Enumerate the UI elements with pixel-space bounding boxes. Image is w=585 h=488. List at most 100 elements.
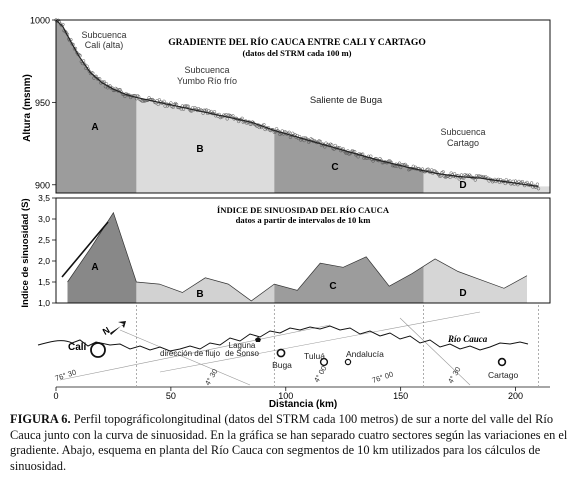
river-cauca	[37, 325, 529, 352]
profile-sample-point	[123, 94, 127, 99]
map-x-tick-label: 200	[508, 391, 523, 401]
gradient-y-label: Altura (msnm)	[22, 74, 33, 142]
gradient-sector-letter-a: A	[91, 122, 98, 133]
sinuosity-panel: 3,5 3,0 2,5 2,0 1,5 1,0 ÍNDICE DE SINUOSIDAD …	[20, 193, 551, 308]
profile-sample-point	[263, 127, 267, 132]
sinuosity-subtitle: datos a partir de intervalos de 10 km	[236, 215, 372, 225]
sinuosity-y-tick-label: 2,0	[38, 256, 50, 266]
profile-sample-point	[333, 143, 337, 148]
sinuosity-sector-a	[67, 212, 137, 303]
place-tulua: Tuluá	[304, 351, 325, 361]
place-cali: Cali	[68, 342, 87, 353]
profile-sample-point	[231, 114, 235, 118]
region-label-4a: Subcuenca	[440, 127, 485, 137]
gradient-sector-letter-b: B	[196, 144, 203, 155]
buga-marker	[276, 348, 286, 358]
sinuosity-sector-d	[423, 258, 527, 303]
coord-3: 4° 00	[312, 364, 329, 384]
sinuosity-sector-letter-d: D	[459, 288, 466, 299]
profile-sample-point	[95, 77, 100, 81]
sinuosity-sector-letter-a: A	[91, 262, 98, 273]
region-label-2b: Yumbo Río frío	[177, 76, 237, 86]
profile-sample-point	[93, 74, 97, 79]
profile-sample-point	[318, 139, 322, 144]
profile-sample-point	[185, 104, 189, 108]
map-x-tick-label: 100	[278, 391, 293, 401]
sinuosity-y-tick-label: 3,5	[38, 193, 50, 203]
place-laguna-2: de Sonso	[225, 349, 259, 358]
gradient-panel-frame	[55, 19, 551, 194]
sinuosity-title: ÍNDICE DE SINUOSIDAD DEL RÍO CAUCA	[217, 205, 390, 215]
flow-direction-label: dirección de flujo	[160, 349, 221, 358]
map-x-tick-label: 150	[393, 391, 408, 401]
profile-white-fill	[56, 20, 550, 187]
sinuosity-sector-letter-b: B	[196, 289, 203, 300]
trend-arrow-a	[61, 221, 109, 278]
coord-2: 4° 30	[203, 367, 220, 387]
map-grid-3	[119, 329, 251, 386]
profile-sample-point	[356, 155, 360, 159]
map-x-label: Distancia (km)	[269, 399, 337, 410]
profile-sample-point	[535, 182, 540, 186]
profile-sample-point	[452, 172, 457, 176]
profile-sample-point	[473, 178, 477, 182]
coord-1: 76° 30	[54, 368, 77, 383]
profile-sample-point	[448, 175, 452, 180]
gradient-y-tick-label: 950	[35, 98, 50, 108]
coord-4: 76° 00	[371, 370, 394, 385]
caption-lead: FIGURA 6.	[10, 412, 71, 426]
north-arrow-icon	[110, 321, 126, 335]
gradient-title: GRADIENTE DEL RÍO CAUCA ENTRE CALI Y CAR…	[168, 36, 426, 48]
north-label: N	[101, 325, 112, 337]
map-x-tick-label: 0	[53, 391, 58, 401]
sinuosity-y-tick-label: 1,5	[38, 277, 50, 287]
map-x-tick-label: 50	[166, 391, 176, 401]
plan-view-panel: 0 50 100 150 200 Distancia (km) Río Cauca Ca…	[37, 311, 550, 410]
river-label: Río Cauca	[447, 334, 488, 344]
profile-sample-point	[426, 167, 430, 171]
profile-line	[55, 19, 539, 187]
profile-sample-point	[140, 99, 144, 103]
map-grid-2	[159, 311, 481, 373]
profile-sample-point	[186, 104, 190, 108]
map-grid-4	[399, 317, 471, 386]
cali-marker	[90, 342, 106, 358]
profile-sample-point	[102, 80, 106, 84]
sinuosity-y-tick-label: 2,5	[38, 235, 50, 245]
gradient-panel: 1000 950 900 GRADIENTE DEL RÍO CAUCA ENTRE…	[22, 16, 551, 194]
gradient-y-tick-label: 1000	[30, 16, 50, 26]
profile-sample-point	[441, 170, 445, 174]
gradient-sector-letter-d: D	[459, 180, 466, 191]
profile-sample-point	[262, 122, 266, 127]
profile-sample-point	[397, 161, 402, 165]
sinuosity-y-tick-label: 3,0	[38, 214, 50, 224]
place-andalucia: Andalucía	[346, 349, 384, 359]
gradient-y-tick-label: 900	[35, 180, 50, 190]
region-label-4b: Cartago	[447, 138, 479, 148]
profile-sample-point	[287, 130, 291, 134]
profile-sample-point	[248, 122, 252, 126]
andalucia-marker	[344, 358, 352, 366]
profile-sample-point	[212, 110, 217, 114]
place-laguna-1: Laguna	[229, 341, 256, 350]
sinuosity-sector-b	[136, 277, 275, 303]
sinuosity-y-tick-label: 1,0	[38, 298, 50, 308]
profile-sample-point	[162, 99, 166, 103]
figure-caption: FIGURA 6. Perfil topográficolongitudinal…	[10, 412, 576, 474]
laguna-marker	[255, 337, 261, 342]
profile-sample-point	[83, 62, 87, 66]
profile-sample-point	[237, 119, 241, 124]
gradient-subtitle: (datos del STRM cada 100 m)	[242, 48, 351, 58]
region-label-2a: Subcuenca	[184, 65, 229, 75]
sinuosity-panel-frame	[55, 197, 551, 304]
sinuosity-sector-c	[274, 256, 424, 303]
sinuosity-sector-letter-c: C	[329, 281, 336, 292]
profile-sample-point	[147, 96, 151, 100]
profile-sample-point	[224, 112, 228, 117]
region-label-1b: Cali (alta)	[85, 40, 124, 50]
profile-sample-point	[467, 173, 472, 177]
place-buga: Buga	[272, 360, 292, 370]
gradient-sector-letter-c: C	[331, 162, 338, 173]
caption-text: Perfil topográficolongitudinal (datos de…	[10, 412, 568, 473]
